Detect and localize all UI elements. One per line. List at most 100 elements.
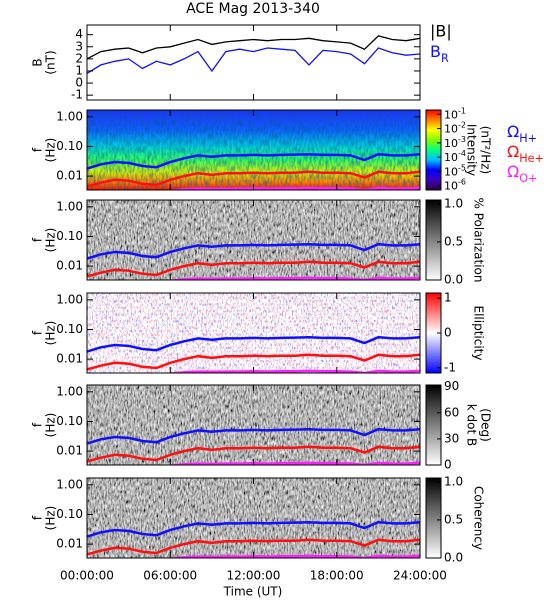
cyclotron-line [87, 520, 420, 538]
y-axis-label: (Hz) [44, 228, 58, 253]
colorbar-label: k dot B [465, 404, 479, 446]
x-tick-label: 18:00:00 [310, 569, 364, 583]
y-tick-label: 0.01 [56, 259, 83, 273]
y-axis-label: (Hz) [44, 321, 58, 346]
cyclotron-line [87, 445, 420, 463]
y-tick-label: 4 [75, 27, 83, 41]
y-tick-label: 2 [75, 51, 83, 65]
y-axis-label: (Hz) [44, 506, 58, 531]
colorbar-tick-label: 0.0 [444, 273, 463, 287]
colorbar-label: (Deg) [479, 408, 493, 442]
y-axis-label: f [31, 147, 45, 152]
legend-name: Ω [507, 122, 519, 141]
tick-exponent: -4 [458, 149, 466, 158]
colorbar-tick-label: 1.0 [444, 196, 463, 210]
colorbar-tick-label: 10-5 [444, 163, 466, 178]
panel [87, 293, 420, 373]
x-tick-label: 00:00:00 [60, 569, 114, 583]
colorbar-tick-label: 10-2 [444, 121, 466, 136]
y-axis-label: (nT) [44, 50, 58, 74]
cyclotron-line [87, 170, 420, 188]
tick-base: 10 [444, 137, 458, 150]
y-tick-label: 1.00 [56, 109, 83, 123]
legend-label: BR [430, 42, 449, 65]
spectrogram [87, 385, 420, 465]
y-axis-label: (Hz) [44, 138, 58, 163]
colorbar-tick-label: 10-3 [444, 135, 466, 150]
colorbar-tick-label: 1 [444, 291, 452, 305]
colorbar-label: Ellipticity [472, 306, 486, 361]
colorbar-tick-label: 0.0 [444, 551, 463, 565]
series-line [87, 35, 420, 60]
legend-name: Ω [507, 142, 519, 161]
colorbar-tick-label: -1 [444, 360, 456, 374]
colorbar-tick-label: 0 [444, 458, 452, 472]
y-tick-label: 0 [75, 76, 83, 90]
tick-base: 10 [444, 180, 458, 193]
tick-base: 10 [444, 151, 458, 164]
colorbar-label: (nT²/Hz) [479, 126, 493, 174]
y-tick-label: 0.01 [56, 537, 83, 551]
x-tick-label: 12:00:00 [227, 569, 281, 583]
spectrogram [87, 200, 420, 280]
tick-base: 10 [444, 123, 458, 136]
cyclotron-line [87, 152, 420, 170]
panel [87, 385, 420, 465]
legend-label: ΩH+ [507, 122, 537, 145]
colorbar-tick-label: 30 [444, 431, 459, 445]
legend-label: ΩHe+ [507, 142, 544, 165]
y-axis-label: f [31, 515, 45, 520]
x-tick-label: 24:00:00 [393, 569, 447, 583]
y-axis-label: f [31, 330, 45, 335]
y-axis-label: f [31, 237, 45, 242]
chart-title: ACE Mag 2013-340 [186, 1, 320, 17]
spectrogram [87, 478, 420, 558]
legend-subscript: H+ [519, 132, 537, 145]
cyclotron-line [87, 353, 420, 371]
colorbar-tick-label: 10-4 [444, 149, 466, 164]
colorbar-tick-label: 0.5 [444, 512, 463, 526]
y-tick-label: 0.01 [56, 352, 83, 366]
tick-exponent: -6 [458, 178, 466, 187]
colorbar [425, 109, 442, 191]
colorbar-tick-label: 0 [444, 326, 452, 340]
y-tick-label: 1.00 [56, 477, 83, 491]
y-axis-label: B [31, 58, 45, 66]
spectrogram-blue [87, 293, 420, 373]
colorbar [425, 477, 442, 559]
cyclotron-line [87, 260, 420, 278]
tick-base: 10 [444, 108, 458, 121]
colorbar-tick-label: 0.5 [444, 234, 463, 248]
y-tick-label: 0.10 [56, 139, 83, 153]
plot-frame [86, 24, 421, 101]
colorbar [425, 199, 442, 281]
y-tick-label: -1 [71, 88, 83, 102]
legend-label: ΩO+ [507, 162, 537, 185]
y-tick-label: 1.00 [56, 384, 83, 398]
x-tick-label: 06:00:00 [143, 569, 197, 583]
y-tick-label: 0.10 [56, 414, 83, 428]
y-tick-label: 1.00 [56, 199, 83, 213]
tick-base: 10 [444, 165, 458, 178]
tick-exponent: -5 [458, 163, 466, 172]
y-tick-label: 3 [75, 39, 83, 53]
colorbar-label: Intensity [465, 124, 479, 176]
y-tick-label: 0.10 [56, 507, 83, 521]
tick-exponent: -3 [458, 135, 466, 144]
panel [87, 110, 420, 190]
colorbar-tick-label: 1.0 [444, 474, 463, 488]
y-tick-label: 0.10 [56, 322, 83, 336]
colorbar-label: % Polarization [472, 198, 486, 283]
panel [87, 478, 420, 558]
colorbar-tick-label: 10-1 [444, 106, 466, 121]
cyclotron-line [87, 335, 420, 353]
spectrogram-texture [87, 110, 420, 190]
panel [87, 200, 420, 280]
tick-exponent: -1 [458, 106, 466, 115]
cyclotron-line [87, 427, 420, 445]
colorbar-tick-label: 90 [444, 379, 459, 393]
legend-subscript: O+ [519, 172, 537, 185]
legend-name: Ω [507, 162, 519, 181]
legend-subscript: R [441, 52, 449, 65]
